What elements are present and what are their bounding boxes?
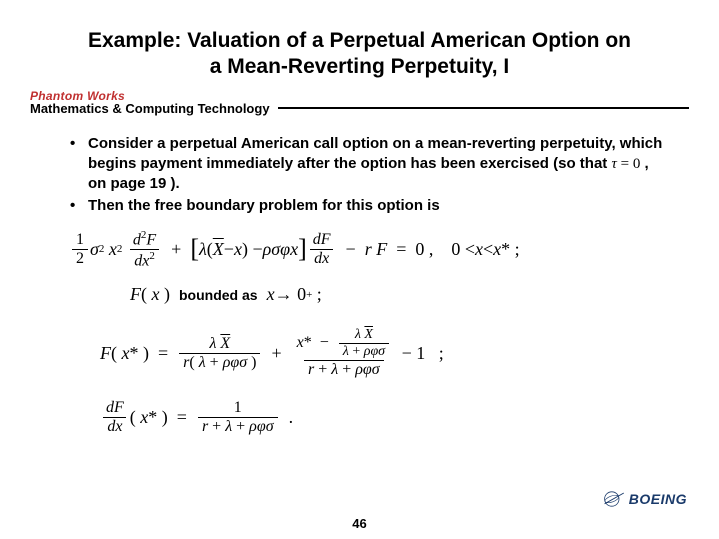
boeing-logo-text: BOEING bbox=[629, 491, 687, 507]
page-number: 46 bbox=[0, 516, 719, 531]
equation-smooth-pasting: dFdx ( x* ) = 1 r + λ + ρφσ . bbox=[100, 399, 689, 436]
bullet-item: • Then the free boundary problem for thi… bbox=[70, 196, 669, 216]
bullet-list: • Consider a perpetual American call opt… bbox=[70, 134, 669, 217]
bullet-text: Consider a perpetual American call optio… bbox=[88, 134, 669, 195]
bullet-dot: • bbox=[70, 134, 88, 195]
boeing-logo: BOEING bbox=[601, 487, 687, 511]
subdivision-label: Mathematics & Computing Technology bbox=[30, 101, 270, 116]
title-line-1: Example: Valuation of a Perpetual Americ… bbox=[88, 29, 631, 52]
equation-value-matching: F( x* ) = λ X r( λ + ρφσ ) + x* − λ X λ … bbox=[100, 327, 689, 379]
title-line-2: a Mean-Reverting Perpetuity, I bbox=[210, 55, 510, 78]
equations-area: 12 σ2 x2 d2Fdx2 + [ λ(X − x) − ρσφx ] dF… bbox=[70, 229, 689, 437]
equation-ode: 12 σ2 x2 d2Fdx2 + [ λ(X − x) − ρσφx ] dF… bbox=[70, 229, 689, 271]
slide: Example: Valuation of a Perpetual Americ… bbox=[0, 0, 719, 539]
eq-zero: = 0 bbox=[617, 156, 640, 172]
bullet1-part-a: Consider a perpetual American call optio… bbox=[88, 135, 662, 172]
bullet-text: Then the free boundary problem for this … bbox=[88, 196, 669, 216]
slide-title: Example: Valuation of a Perpetual Americ… bbox=[30, 28, 689, 81]
boeing-globe-icon bbox=[601, 487, 625, 511]
divider-line bbox=[278, 107, 689, 109]
bounded-as-text: bounded as bbox=[179, 287, 258, 303]
bullet-dot: • bbox=[70, 196, 88, 216]
equation-bounded: F( x ) bounded as x → 0+ ; bbox=[130, 284, 689, 305]
subdivision-row: Mathematics & Computing Technology bbox=[30, 101, 689, 116]
bullet-item: • Consider a perpetual American call opt… bbox=[70, 134, 669, 195]
